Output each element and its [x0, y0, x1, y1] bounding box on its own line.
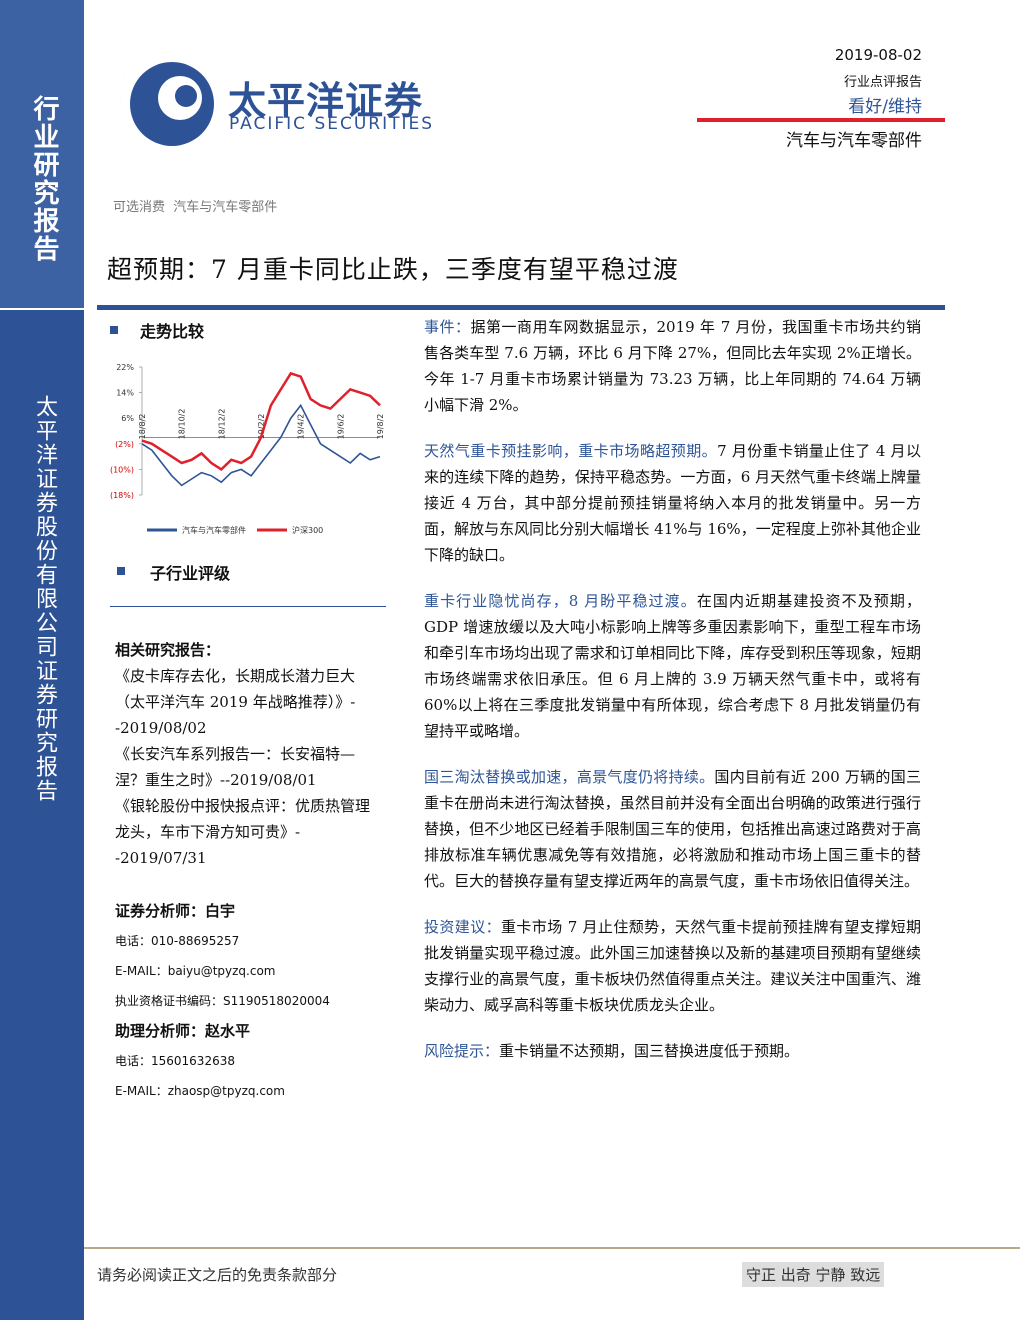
rating: 看好/维持: [848, 97, 922, 117]
report-type: 行业点评报告: [843, 75, 922, 90]
paragraph: 重卡行业隐忧尚存，8 月盼平稳过渡。在国内近期基建投资不及预期，GDP 增速放缓…: [424, 588, 921, 744]
paragraph: 风险提示：重卡销量不达预期，国三替换进度低于预期。: [424, 1038, 921, 1064]
paragraph-text: 重卡市场 7 月止住颓势，天然气重卡提前预挂牌有望支撑短期批发销量实现平稳过渡。…: [424, 918, 921, 1014]
paragraph: 国三淘汰替换或加速，高景气度仍将持续。国内目前有近 200 万辆的国三重卡在册尚…: [424, 764, 921, 894]
analyst-line: 执业资格证书编码：S1190518020004: [115, 994, 330, 1008]
disclaimer: 请务必阅读正文之后的免责条款部分: [97, 1266, 338, 1284]
date: 2019-08-02: [834, 46, 922, 64]
paragraph: 事件：据第一商用车网数据显示，2019 年 7 月份，我国重卡市场共约销售各类车…: [424, 314, 921, 418]
analyst-line: 证券分析师：白宇: [115, 902, 236, 920]
analyst-line: E-MAIL：zhaosp@tpyzq.com: [115, 1084, 285, 1098]
x-tick-label: 18/12/2: [217, 409, 226, 440]
y-tick-label: (18%): [110, 491, 134, 500]
paragraph-lead: 投资建议：: [424, 918, 502, 936]
paragraph-text: 国内目前有近 200 万辆的国三重卡在册尚未进行淘汰替换，虽然目前并没有全面出台…: [424, 768, 921, 890]
related-heading: 相关研究报告：: [115, 641, 221, 659]
paragraph-text: 重卡销量不达预期，国三替换进度低于预期。: [499, 1042, 800, 1060]
paragraph: 天然气重卡预挂影响，重卡市场略超预期。7 月份重卡销量止住了 4 月以来的连续下…: [424, 438, 921, 568]
related-item: 《皮卡库存去化，长期成长潜力巨大（太平洋汽车 2019 年战略推荐）》--201…: [115, 667, 356, 737]
company-name: 太平洋证券: [228, 79, 424, 123]
paragraph-lead: 国三淘汰替换或加速，高景气度仍将持续。: [424, 768, 715, 786]
related-item: 《长安汽车系列报告一：长安福特—涅？重生之时》--2019/08/01: [115, 745, 356, 789]
section-heading: 走势比较: [140, 322, 205, 341]
breadcrumb: 可选消费 汽车与汽车零部件: [113, 196, 277, 215]
paragraph-lead: 事件：: [424, 318, 471, 336]
chart: 22% 14% 6% (2%) (10%) (18%) 18/8/2 18/10/2 18/12…: [110, 363, 385, 535]
y-tick-label: (2%): [115, 440, 134, 449]
paragraph: 投资建议：重卡市场 7 月止住颓势，天然气重卡提前预挂牌有望支撑短期批发销量实现…: [424, 914, 921, 1018]
sidebar-bottom: [0, 310, 84, 1320]
bullet: [117, 567, 125, 575]
analyst-line: E-MAIL：baiyu@tpyzq.com: [115, 964, 276, 978]
industry: 汽车与汽车零部件: [786, 131, 922, 151]
rule: [110, 606, 386, 607]
motto: 守正 出奇 宁静 致远: [742, 1262, 885, 1287]
legend-label: 沪深300: [292, 525, 323, 535]
title-rule: [97, 305, 945, 310]
paragraph-text: 据第一商用车网数据显示，2019 年 7 月份，我国重卡市场共约销售各类车型 7…: [424, 318, 921, 414]
related-item: 《银轮股份中报快报点评：优质热管理龙头，车市下滑方知可贵》--2019/07/3…: [115, 797, 371, 867]
legend-label: 汽车与汽车零部件: [182, 525, 246, 535]
series-line: [141, 371, 381, 471]
bullet: [110, 326, 118, 334]
paragraph-text: 7 月份重卡销量止住了 4 月以来的连续下降的趋势，保持平稳态势。一方面，6 月…: [424, 442, 921, 564]
paragraph-lead: 重卡行业隐忧尚存，8 月盼平稳过渡。: [424, 592, 697, 610]
red-rule: [697, 118, 945, 122]
section-heading: 子行业评级: [150, 564, 231, 583]
company-en: PACIFIC SECURITIES: [229, 114, 435, 134]
x-tick-label: 19/8/2: [376, 414, 385, 440]
breadcrumb-item: 可选消费: [113, 200, 166, 215]
x-tick-label: 19/4/2: [297, 414, 306, 440]
x-tick-label: 18/10/2: [178, 409, 187, 440]
analyst-line: 电话：15601632638: [115, 1054, 235, 1068]
breadcrumb-item: 汽车与汽车零部件: [173, 200, 278, 215]
analyst-line: 电话：010-88695257: [115, 934, 240, 948]
y-tick-label: 6%: [121, 414, 134, 423]
x-tick-label: 19/6/2: [336, 414, 345, 440]
body: 事件：据第一商用车网数据显示，2019 年 7 月份，我国重卡市场共约销售各类车…: [424, 314, 921, 1084]
y-tick-label: 14%: [116, 389, 134, 398]
series-line: [141, 403, 381, 487]
related-reports: 相关研究报告： 《皮卡库存去化，长期成长潜力巨大（太平洋汽车 2019 年战略推…: [115, 637, 383, 871]
sidebar-bottom-text: 太平洋证券股份有限公司证券研究报告: [32, 395, 57, 803]
paragraph-lead: 天然气重卡预挂影响，重卡市场略超预期。: [424, 442, 718, 460]
title: 超预期：7 月重卡同比止跌，三季度有望平稳过渡: [107, 255, 679, 284]
analyst-line: 助理分析师：赵水平: [115, 1022, 251, 1040]
analysts: 证券分析师：白宇电话：010-88695257 E-MAIL：baiyu@tpyz…: [115, 896, 395, 1106]
y-tick-label: 22%: [116, 363, 134, 372]
x-tick-label: 19/2/2: [257, 414, 266, 440]
paragraph-text: 在国内近期基建投资不及预期，GDP 增速放缓以及大吨小标影响上牌等多重因素影响下…: [424, 592, 921, 740]
y-tick-label: (10%): [110, 465, 134, 474]
sidebar-top: [0, 0, 84, 308]
x-tick-label: 18/8/2: [138, 414, 147, 440]
footer-rule: [84, 1247, 1020, 1249]
paragraph-lead: 风险提示：: [424, 1042, 500, 1060]
logo: [120, 28, 220, 173]
sidebar-top-text: 行业研究报告: [29, 95, 59, 263]
